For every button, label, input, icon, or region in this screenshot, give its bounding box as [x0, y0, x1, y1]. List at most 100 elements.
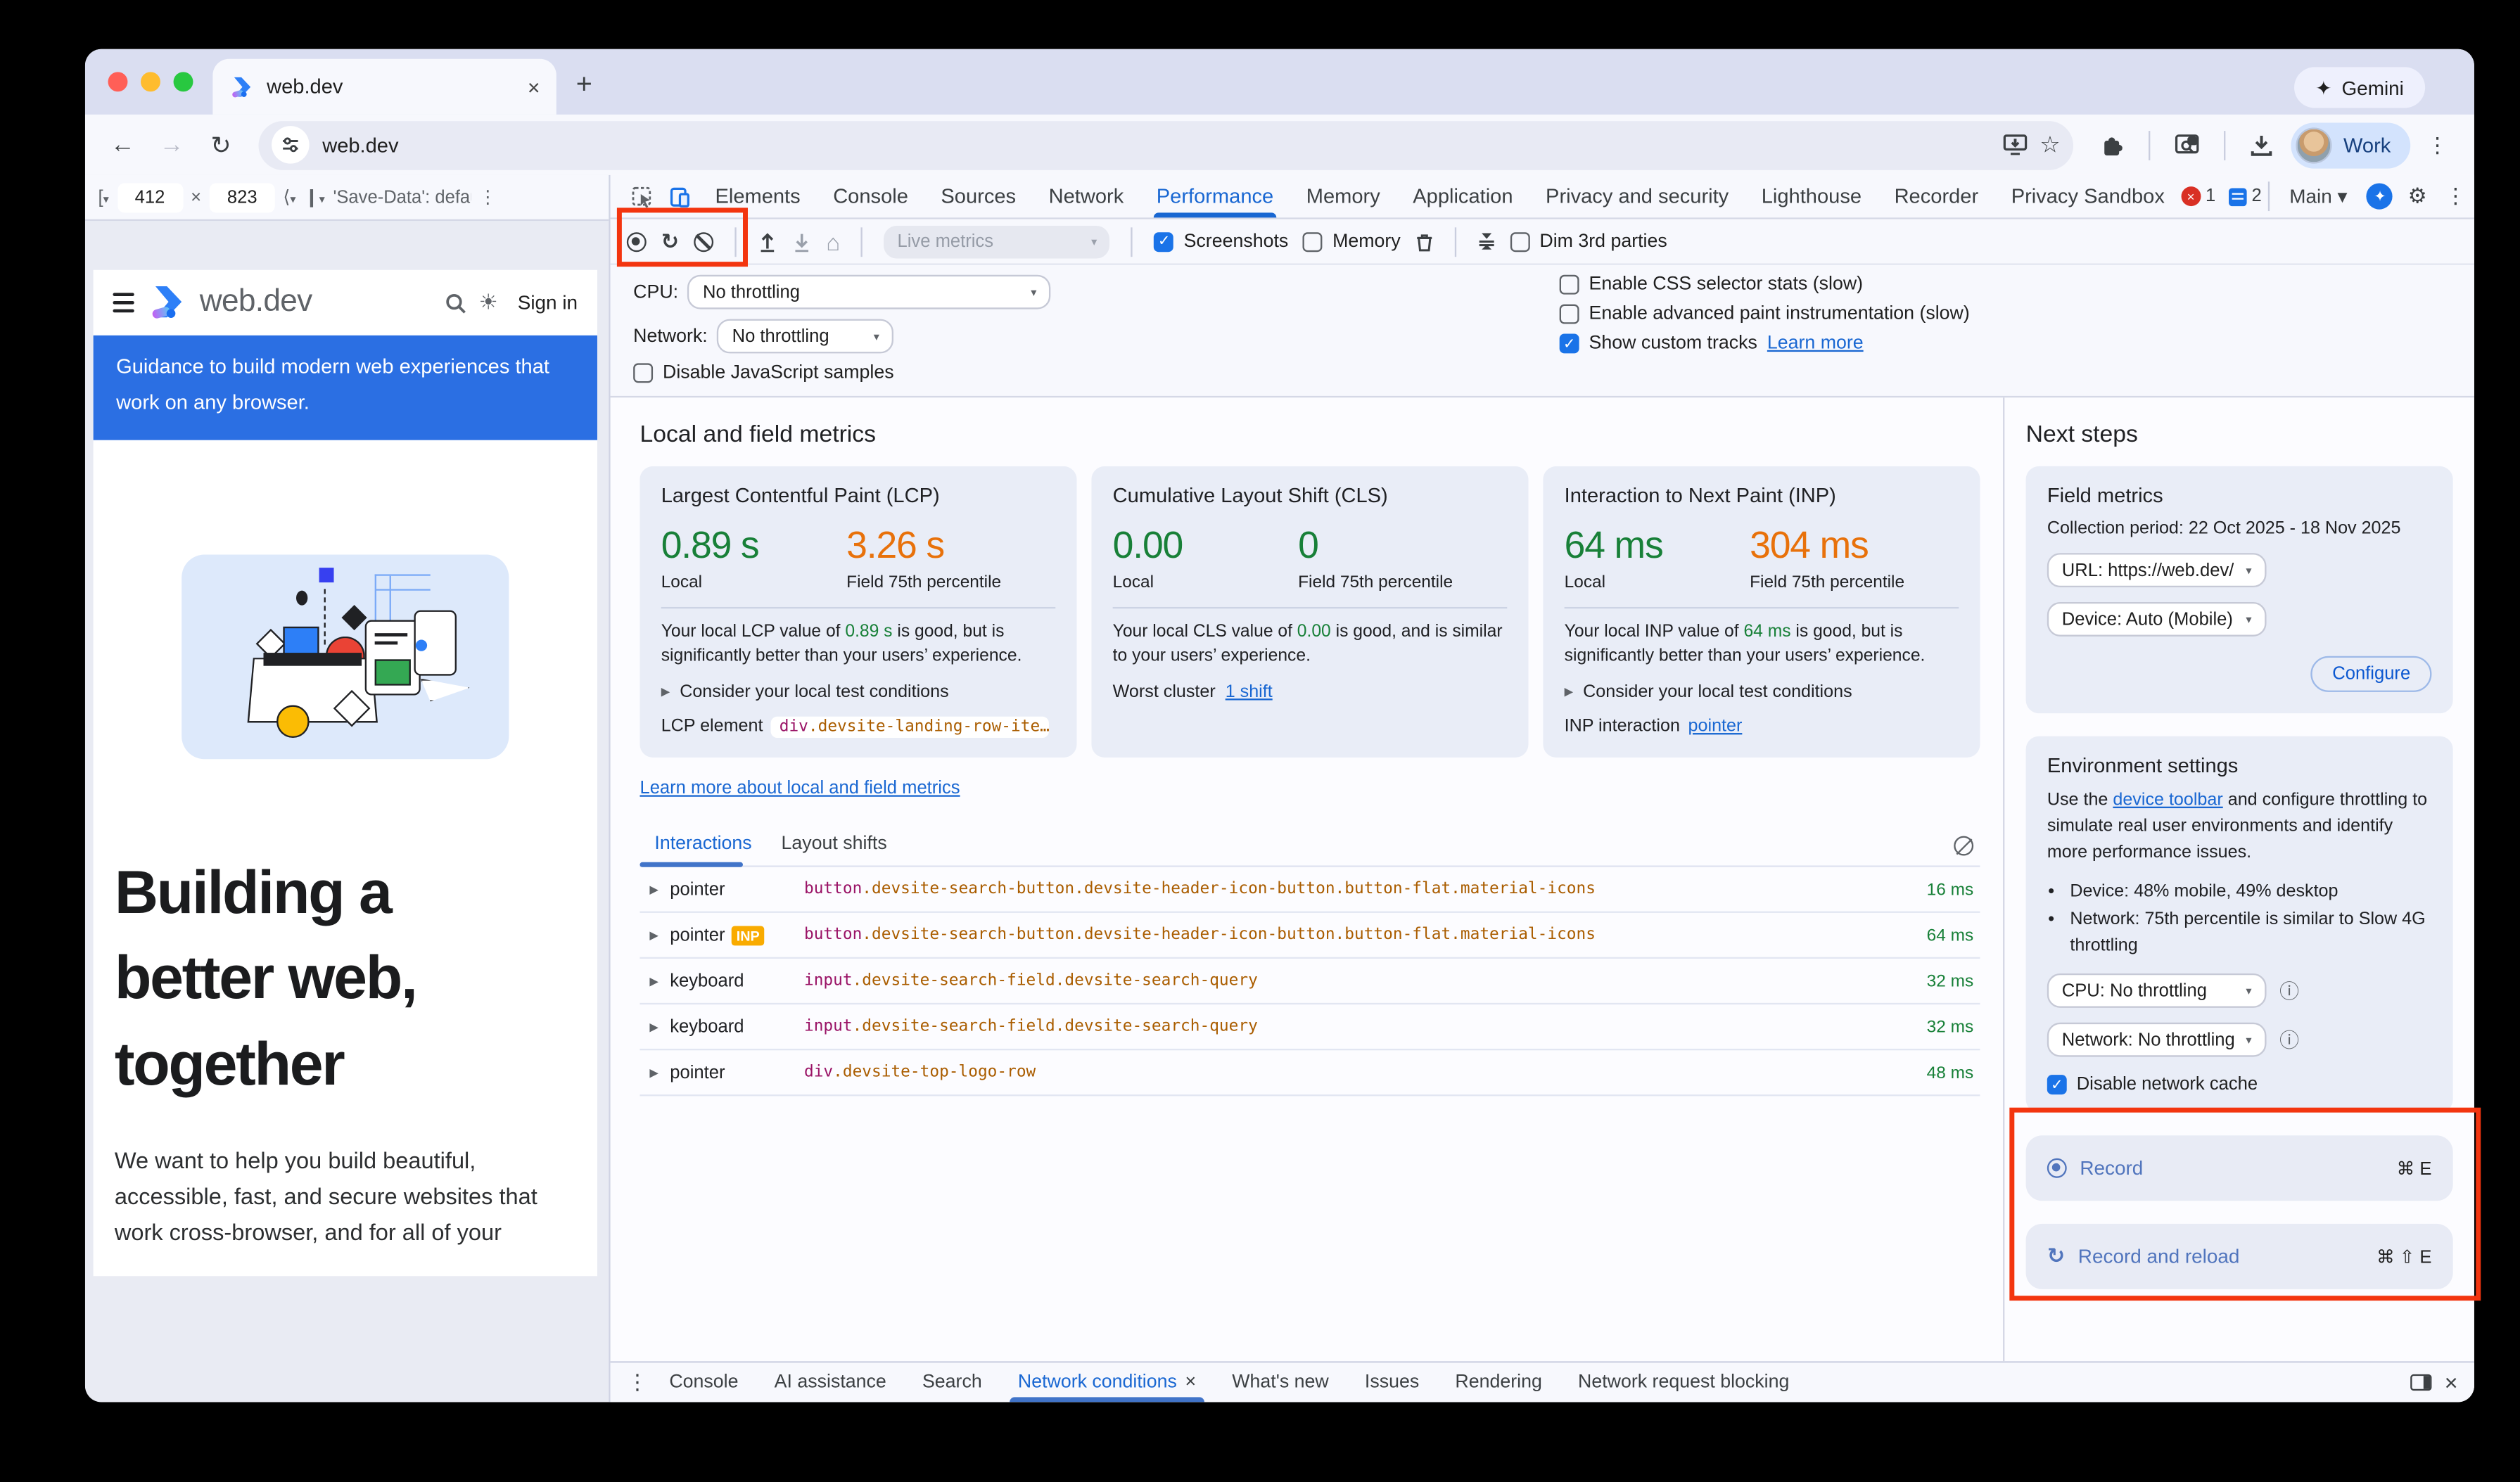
devtools-inspect-icon[interactable] [2175, 134, 2199, 155]
context-select[interactable]: Main ▾ [2289, 184, 2348, 208]
home-icon[interactable]: ⌂ [826, 228, 841, 255]
back-button[interactable]: ← [110, 131, 135, 159]
interaction-row[interactable]: ▶ keyboard input.devsite-search-field.de… [639, 959, 1980, 1005]
bookmark-star-icon[interactable]: ☆ [2039, 131, 2061, 158]
device-height-input[interactable]: 823 [209, 182, 275, 212]
cpu-throttle-select[interactable]: No throttling ▾ [688, 274, 1052, 309]
drawer-tab-issues[interactable]: Issues [1364, 1372, 1420, 1393]
env-cpu-select[interactable]: CPU: No throttling ▾ [2047, 974, 2267, 1009]
row-expander-icon[interactable]: ▶ [649, 1067, 658, 1079]
downloads-icon[interactable] [2250, 134, 2273, 157]
inp-interaction-link[interactable]: pointer [1688, 715, 1743, 736]
css-stats-row[interactable]: Enable CSS selector stats (slow) [1559, 274, 1970, 295]
window-controls[interactable] [108, 72, 193, 92]
drawer-menu-icon[interactable]: ⋮ [626, 1369, 649, 1394]
hamburger-menu-icon[interactable] [113, 293, 134, 313]
reload-button[interactable]: ↻ [210, 132, 231, 160]
cpu-info-icon[interactable]: ⓘ [2279, 980, 2300, 1004]
page-search-icon[interactable] [445, 292, 466, 313]
new-tab-button[interactable]: + [575, 68, 592, 100]
page-logo-text[interactable]: web.dev [199, 284, 312, 319]
custom-tracks-checkbox[interactable]: ✓ [1559, 333, 1579, 354]
profile-chip[interactable]: Work [2291, 122, 2411, 168]
row-expander-icon[interactable]: ▶ [649, 976, 658, 988]
maximize-window-button[interactable] [173, 72, 193, 92]
interaction-row[interactable]: ▶ pointer button.devsite-search-button.d… [639, 867, 1980, 913]
row-expander-icon[interactable]: ▶ [649, 930, 658, 942]
record-and-reload-button[interactable]: ↻ Record and reload ⌘ ⇧ E [2025, 1224, 2453, 1291]
tab-performance[interactable]: Performance [1140, 175, 1290, 218]
memory-checkbox-row[interactable]: Memory [1303, 231, 1401, 252]
throttle-select[interactable]: ❙▾ [304, 188, 325, 208]
record-reload-icon[interactable]: ↻ [661, 228, 680, 253]
custom-tracks-row[interactable]: ✓ Show custom tracks Learn more [1559, 333, 1970, 354]
tab-close-icon[interactable]: × [527, 74, 540, 99]
disable-cache-checkbox[interactable]: ✓ [2047, 1075, 2067, 1096]
gemini-badge[interactable]: ✦ Gemini [2293, 67, 2426, 108]
collect-garbage-icon[interactable] [1415, 231, 1434, 251]
dock-side-icon[interactable] [2410, 1374, 2431, 1391]
address-box[interactable]: web.dev ☆ [258, 120, 2074, 170]
issues-badge-icon[interactable] [2228, 187, 2247, 205]
clear-log-icon[interactable] [1954, 836, 1974, 856]
settings-gear-icon[interactable]: ⚙ [2407, 183, 2427, 208]
tab-recorder[interactable]: Recorder [1894, 184, 1979, 208]
lcp-element-code[interactable]: div.devsite-landing-row-ite… [771, 715, 1050, 738]
drawer-tab-close-icon[interactable]: × [1185, 1372, 1197, 1393]
row-expander-icon[interactable]: ▶ [649, 884, 658, 896]
theme-toggle-icon[interactable]: ☀ [478, 289, 498, 314]
error-badge-icon[interactable]: × [2181, 186, 2201, 207]
tab-application[interactable]: Application [1413, 184, 1513, 208]
tab-lighthouse[interactable]: Lighthouse [1761, 184, 1862, 208]
browser-menu-icon[interactable]: ⋮ [2426, 132, 2448, 157]
device-toolbar-toggle-icon[interactable] [669, 186, 690, 207]
device-toolbar-menu-icon[interactable]: ⋮ [478, 188, 497, 208]
drawer-tab-ai-assistance[interactable]: AI assistance [774, 1372, 886, 1393]
dimensions-icon[interactable]: [▾ [98, 187, 109, 207]
error-count[interactable]: 1 [2206, 186, 2216, 207]
gemini-devtools-icon[interactable]: ✦ [2367, 183, 2393, 210]
disable-js-checkbox[interactable] [633, 363, 654, 383]
disable-cache-row[interactable]: ✓ Disable network cache [2047, 1075, 2432, 1096]
dim-3rd-parties-checkbox-row[interactable]: Dim 3rd parties [1510, 231, 1667, 252]
row-expander-icon[interactable]: ▶ [649, 1021, 658, 1033]
tab-network[interactable]: Network [1048, 184, 1124, 208]
disable-js-row[interactable]: Disable JavaScript samples [633, 363, 1560, 383]
drawer-tab-network-request-blocking[interactable]: Network request blocking [1578, 1372, 1790, 1393]
network-throttle-select[interactable]: No throttling ▾ [717, 319, 894, 354]
inspect-element-icon[interactable] [632, 186, 653, 207]
inp-test-conditions-expander[interactable]: ▶ Consider your local test conditions [1565, 682, 1959, 701]
sign-in-button[interactable]: Sign in [517, 291, 578, 314]
field-url-select[interactable]: URL: https://web.dev/ ▾ [2047, 553, 2267, 588]
record-icon[interactable] [626, 231, 647, 252]
configure-button[interactable]: Configure [2311, 656, 2432, 692]
lcp-test-conditions-expander[interactable]: ▶ Consider your local test conditions [661, 682, 1056, 701]
css-stats-checkbox[interactable] [1559, 274, 1579, 295]
device-width-input[interactable]: 412 [117, 182, 183, 212]
tab-interactions[interactable]: Interactions [639, 826, 766, 867]
url-text[interactable]: web.dev [322, 133, 399, 157]
dim-3rd-parties-checkbox[interactable] [1510, 231, 1530, 252]
record-button[interactable]: Record ⌘ E [2025, 1136, 2453, 1202]
cls-worst-shift-link[interactable]: 1 shift [1225, 682, 1273, 702]
load-profile-icon[interactable] [758, 231, 777, 253]
interaction-row[interactable]: ▶ pointer div.devsite-top-logo-row 48 ms [639, 1050, 1980, 1097]
memory-checkbox[interactable] [1303, 231, 1323, 252]
env-network-select[interactable]: Network: No throttling ▾ [2047, 1023, 2267, 1058]
zoom-select[interactable]: ⟨▾ [283, 188, 296, 208]
browser-tab[interactable]: web.dev × [212, 58, 556, 115]
extensions-icon[interactable] [2101, 134, 2125, 157]
custom-tracks-learn-more-link[interactable]: Learn more [1767, 333, 1864, 354]
paint-instrumentation-checkbox[interactable] [1559, 304, 1579, 324]
tab-elements[interactable]: Elements [715, 184, 801, 208]
tab-memory[interactable]: Memory [1306, 184, 1380, 208]
issue-count[interactable]: 2 [2251, 186, 2262, 207]
screenshots-checkbox-row[interactable]: ✓ Screenshots [1154, 231, 1288, 252]
webdev-logo[interactable] [147, 283, 186, 322]
site-settings-icon[interactable] [272, 126, 310, 164]
collapse-icon[interactable] [1477, 231, 1496, 252]
drawer-tab-rendering[interactable]: Rendering [1455, 1372, 1542, 1393]
drawer-tab-search[interactable]: Search [922, 1372, 982, 1393]
save-profile-icon[interactable] [792, 231, 812, 253]
screenshots-checkbox[interactable]: ✓ [1154, 231, 1174, 252]
